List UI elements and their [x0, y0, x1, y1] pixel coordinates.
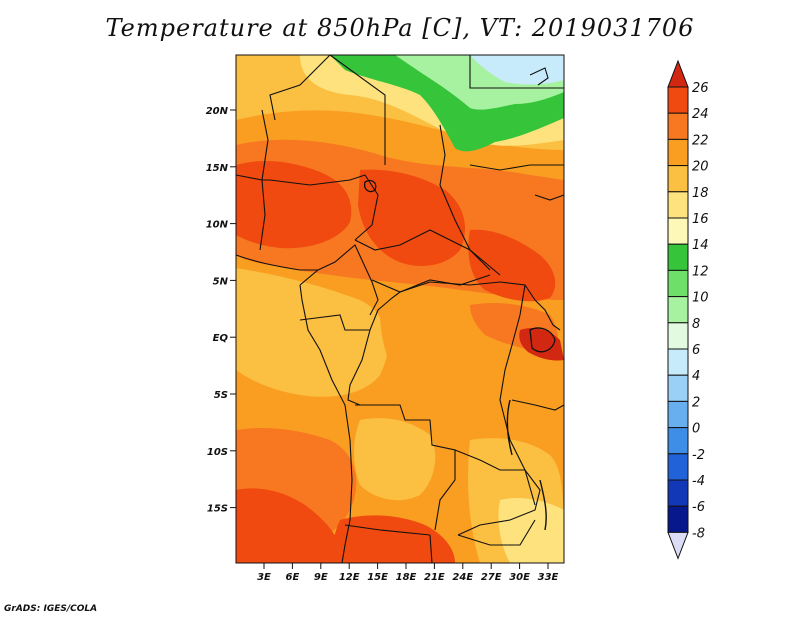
- colorbar-level-label: 18: [692, 186, 709, 201]
- border-zimbabwe: [457, 519, 536, 546]
- colorbar-segment: [667, 374, 689, 402]
- colorbar-level-label: 16: [692, 212, 709, 227]
- colorbar-segment: [667, 505, 689, 533]
- border-ethiopia: [534, 194, 565, 201]
- border-drc-north: [399, 281, 536, 301]
- colorbar-segment: [667, 191, 689, 219]
- credit-text: GrADS: IGES/COLA: [4, 604, 98, 614]
- border-uganda: [534, 299, 561, 331]
- lat-tick-label: 15S: [207, 504, 228, 515]
- colorbar-segment: [667, 165, 689, 193]
- border-west-coast: [299, 284, 353, 564]
- longitude-ticks: 3E 6E 9E 12E 15E 18E 21E 24E 27E 30E 33E: [257, 563, 559, 583]
- colorbar-segment: [667, 112, 689, 140]
- colorbar-segment: [667, 86, 689, 114]
- field-sahel-hot-west: [236, 160, 352, 249]
- border-sudan-south: [469, 164, 564, 171]
- colorbar-segment: [667, 296, 689, 324]
- field-north-cyan: [470, 55, 564, 85]
- country-borders: [235, 54, 565, 564]
- colorbar-bottom-arrow: [667, 531, 689, 560]
- lat-tick-label: 10N: [206, 220, 229, 231]
- colorbar-segment: [667, 348, 689, 376]
- lake-victoria: [529, 327, 556, 353]
- colorbar-level-label: 6: [692, 343, 700, 358]
- lat-tick-label: 15N: [206, 163, 229, 174]
- temperature-field: [236, 55, 564, 563]
- border-west-africa-2: [259, 109, 269, 251]
- colorbar-segment: [667, 269, 689, 298]
- lon-tick-label: 30E: [509, 572, 530, 583]
- field-southeast-cooler: [498, 498, 564, 563]
- colorbar-level-label: 24: [692, 107, 709, 122]
- border-chad-niger: [269, 54, 331, 121]
- colorbar-level-label: 8: [692, 317, 700, 332]
- latitude-ticks: 20N 15N 10N 5N EQ 5S 10S 15S: [206, 106, 236, 515]
- field-south-center-cool: [354, 418, 436, 501]
- colorbar-segment: [667, 217, 689, 245]
- border-angola: [355, 404, 456, 531]
- colorbar-level-label: -2: [692, 448, 705, 463]
- lon-tick-label: 9E: [314, 572, 328, 583]
- border-drc-east: [499, 284, 536, 506]
- lake-tanganyika: [506, 399, 513, 456]
- lake-chad: [364, 179, 377, 193]
- lon-tick-label: 27E: [481, 572, 502, 583]
- colorbar-level-label: 10: [692, 291, 709, 306]
- border-coast-gulf: [235, 254, 318, 271]
- field-south-hot: [236, 488, 345, 563]
- field-sahel-hot-center: [358, 169, 465, 266]
- lon-tick-label: 12E: [339, 572, 360, 583]
- nile-delta-coast: [529, 67, 549, 86]
- lat-tick-label: 10S: [207, 447, 228, 458]
- border-car: [354, 229, 491, 271]
- lat-tick-label: 5N: [213, 276, 229, 287]
- colorbar-level-label: -8: [692, 526, 705, 541]
- lon-tick-label: 15E: [367, 572, 388, 583]
- colorbar-level-label: 4: [692, 369, 700, 384]
- border-egypt-sudan: [469, 55, 564, 89]
- colorbar-segment: [667, 322, 689, 350]
- colorbar-segment: [667, 479, 689, 507]
- colorbar-level-label: 14: [692, 238, 709, 253]
- border-nigeria-chad: [269, 174, 379, 241]
- border-namibia-botswana: [429, 534, 433, 564]
- colorbar-segment: [667, 138, 689, 167]
- lake-malawi: [539, 479, 547, 531]
- lon-tick-label: 3E: [257, 572, 271, 583]
- colorbar-level-label: 26: [692, 81, 709, 96]
- lat-tick-label: EQ: [213, 333, 229, 344]
- colorbar-level-label: -4: [692, 474, 705, 489]
- border-car-south: [371, 274, 491, 293]
- border-libya-chad: [329, 54, 386, 165]
- border-tanzania: [511, 399, 565, 411]
- colorbar-segment: [667, 453, 689, 481]
- lon-tick-label: 21E: [424, 572, 445, 583]
- border-chad-sudan: [439, 124, 501, 276]
- lon-tick-label: 24E: [452, 572, 473, 583]
- colorbar-segment: [667, 400, 689, 429]
- colorbar-top-arrow: [667, 59, 689, 88]
- lat-tick-label: 20N: [206, 106, 229, 117]
- colorbar-segment: [667, 427, 689, 455]
- colorbar-level-label: 0: [692, 422, 700, 437]
- colorbar-level-label: 12: [692, 264, 709, 279]
- colorbar-level-label: 20: [692, 160, 709, 175]
- colorbar-level-label: 22: [692, 133, 709, 148]
- border-angola-south: [344, 524, 431, 536]
- border-zambia: [454, 449, 541, 536]
- lon-tick-label: 18E: [396, 572, 417, 583]
- colorbar-segment: [667, 243, 689, 271]
- map-frame: [235, 54, 565, 564]
- lon-tick-label: 6E: [286, 572, 300, 583]
- lat-tick-label: 5S: [214, 390, 228, 401]
- colorbar-level-label: -6: [692, 500, 705, 515]
- field-equator-cool: [236, 268, 389, 397]
- colorbar-level-label: 2: [692, 395, 700, 410]
- map-title: Temperature at 850hPa [C], VT: 201903170…: [105, 14, 695, 42]
- lon-tick-label: 33E: [538, 572, 559, 583]
